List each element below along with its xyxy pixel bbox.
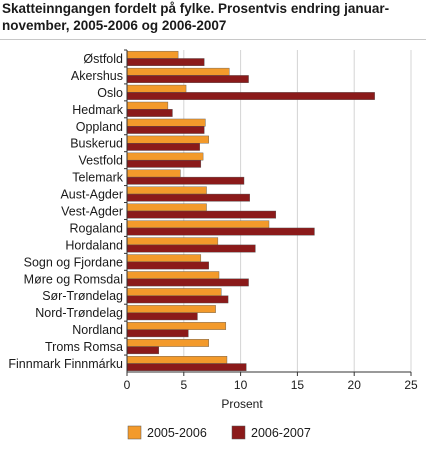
- bar-2006-2007: [126, 143, 200, 151]
- x-tick-labels: 0 5 10 15 20 25: [124, 378, 418, 392]
- category-label: Hordaland: [65, 238, 123, 252]
- category-label: Oppland: [76, 120, 123, 134]
- bar-2005-2006: [126, 305, 216, 313]
- bar-2006-2007: [126, 346, 160, 355]
- bar-2006-2007: [126, 176, 245, 185]
- bar-2006-2007: [126, 278, 249, 287]
- category-label: Nord-Trøndelag: [35, 306, 123, 320]
- legend: 2005-2006 2006-2007: [127, 425, 311, 440]
- category-labels: Østfold Akershus Oslo Hedmark Oppland Buskeru…: [8, 52, 123, 371]
- legend-label: 2005-2006: [147, 426, 207, 440]
- bars: [126, 50, 375, 372]
- bar-2005-2006: [126, 169, 181, 178]
- category-label: Telemark: [72, 171, 123, 185]
- category-label: Buskerud: [70, 137, 123, 151]
- category-label: Østfold: [83, 52, 123, 66]
- bar-2005-2006: [126, 186, 207, 195]
- category-label: Troms Romsa: [45, 340, 123, 354]
- bar-2006-2007: [126, 363, 247, 372]
- category-label: Oslo: [97, 86, 123, 100]
- bar-2006-2007: [126, 227, 315, 236]
- bar-2006-2007: [126, 244, 256, 253]
- bar-2005-2006: [126, 101, 169, 110]
- bar-2005-2006: [126, 322, 227, 330]
- category-label: Rogaland: [69, 221, 123, 235]
- x-tick-label: 15: [291, 378, 305, 392]
- x-tick-label: 10: [234, 378, 248, 392]
- bar-2005-2006: [126, 254, 202, 263]
- legend-swatch: [127, 425, 142, 440]
- bar-2005-2006: [126, 339, 209, 347]
- category-label: Akershus: [71, 69, 123, 83]
- category-label: Sør-Trøndelag: [42, 289, 123, 303]
- category-label: Nordland: [72, 323, 123, 337]
- bar-2006-2007: [126, 109, 173, 117]
- bar-2006-2007: [126, 210, 277, 219]
- bar-2005-2006: [126, 135, 209, 144]
- bar-2005-2006: [126, 152, 204, 161]
- bar-2005-2006: [126, 288, 222, 296]
- bar-2006-2007: [126, 193, 250, 202]
- bar-2006-2007: [126, 58, 205, 66]
- bar-2006-2007: [126, 295, 229, 304]
- bar-2006-2007: [126, 312, 198, 321]
- chart-title: Skatteinngangen fordelt på fylke. Prosen…: [2, 1, 390, 33]
- category-label: Aust-Agder: [60, 188, 123, 202]
- bar-2005-2006: [126, 271, 220, 279]
- bar-2006-2007: [126, 159, 202, 168]
- x-tick-label: 25: [404, 378, 418, 392]
- category-label: Sogn og Fjordane: [24, 255, 123, 269]
- category-label: Møre og Romsdal: [24, 272, 123, 286]
- bar-2006-2007: [126, 261, 209, 270]
- axes: [126, 50, 411, 373]
- bar-2005-2006: [126, 84, 187, 93]
- x-tick-label: 20: [348, 378, 362, 392]
- x-tick-label: 0: [124, 378, 131, 392]
- category-label: Finnmark Finnmárku: [8, 357, 123, 371]
- bar-2005-2006: [126, 203, 207, 212]
- bar-2005-2006: [126, 50, 179, 59]
- legend-swatch: [231, 425, 246, 440]
- bar-2005-2006: [126, 356, 228, 364]
- bar-2006-2007: [126, 329, 189, 338]
- title-divider: [0, 39, 426, 40]
- x-tick-label: 5: [180, 378, 187, 392]
- bar-2005-2006: [126, 118, 206, 127]
- bar-2005-2006: [126, 67, 230, 76]
- bar-2005-2006: [126, 237, 219, 246]
- category-label: Vest-Agder: [61, 205, 123, 219]
- category-label: Hedmark: [72, 103, 123, 117]
- bar-2005-2006: [126, 220, 270, 229]
- bar-2006-2007: [126, 92, 375, 100]
- bar-2006-2007: [126, 126, 205, 134]
- legend-label: 2006-2007: [251, 426, 311, 440]
- bar-2006-2007: [126, 75, 249, 83]
- x-axis-label: Prosent: [221, 397, 263, 411]
- category-label: Vestfold: [79, 154, 124, 168]
